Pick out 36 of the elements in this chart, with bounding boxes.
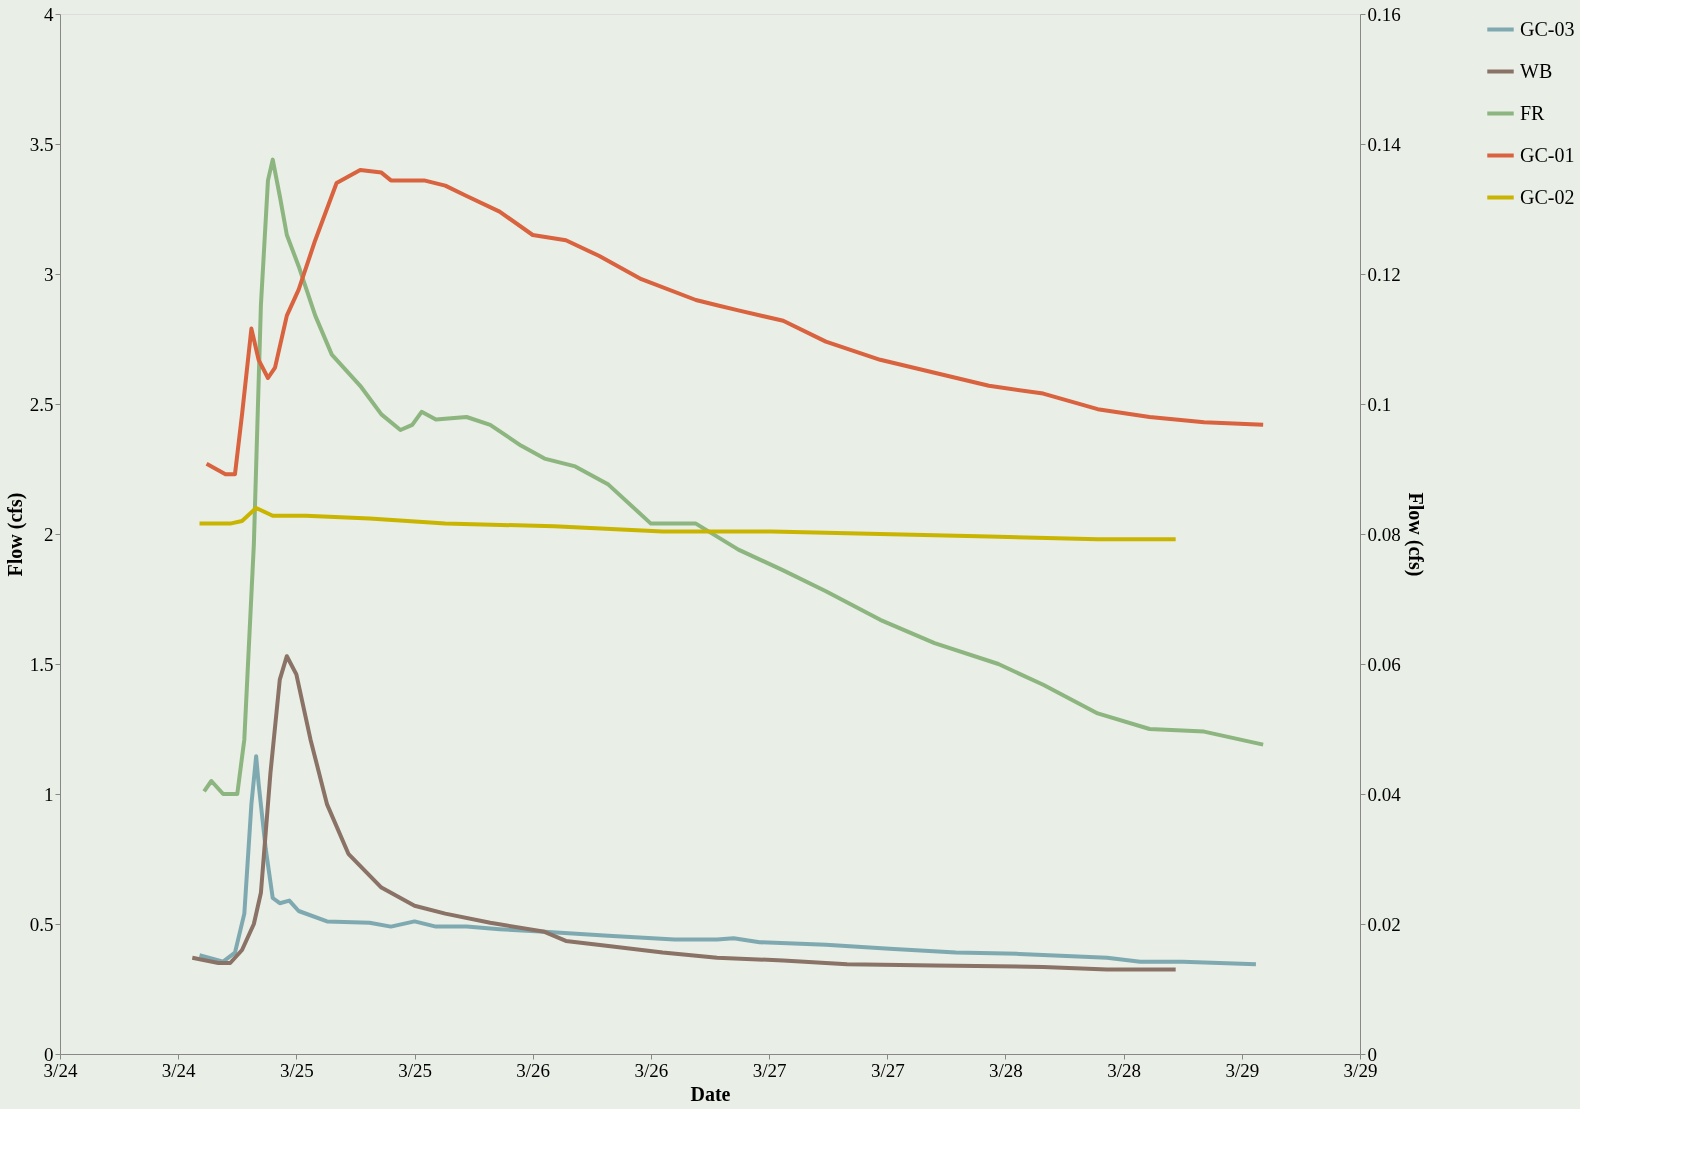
y2-tick-label: 0.16 <box>1367 3 1401 25</box>
x-tick-label: 3/26 <box>516 1059 551 1081</box>
x-tick-label: 3/28 <box>989 1059 1023 1081</box>
x-tick-label: 3/28 <box>1107 1059 1142 1081</box>
x-tick-label: 3/25 <box>398 1059 432 1081</box>
x-tick-label: 3/29 <box>1225 1059 1260 1081</box>
legend-label: GC-03 <box>1520 17 1575 40</box>
x-axis-title: Date <box>690 1082 731 1105</box>
y-tick-label: 4 <box>44 3 54 25</box>
y-tick-label: 0.5 <box>29 913 54 935</box>
y2-tick-label: 0.08 <box>1367 523 1401 545</box>
y2-axis-title: Flow (cfs) <box>1403 492 1427 577</box>
legend-label: FR <box>1520 101 1546 124</box>
y-tick-label: 2 <box>44 523 54 545</box>
y-tick-label: 2.5 <box>29 393 54 415</box>
y-tick-label: 1 <box>44 783 54 805</box>
x-tick-label: 3/27 <box>870 1059 905 1081</box>
x-tick-label: 3/26 <box>634 1059 669 1081</box>
y2-tick-label: 0.02 <box>1367 913 1401 935</box>
y-tick-label: 3.5 <box>29 133 54 155</box>
x-tick-label: 3/27 <box>752 1059 787 1081</box>
legend-label: GC-01 <box>1520 143 1575 166</box>
y-axis-title: Flow (cfs) <box>3 492 27 577</box>
y-tick-label: 3 <box>44 263 54 285</box>
legend-label: GC-02 <box>1520 185 1575 208</box>
legend-label: WB <box>1520 59 1553 82</box>
y-tick-label: 0 <box>44 1043 54 1065</box>
y2-tick-label: 0 <box>1367 1043 1377 1065</box>
x-tick-label: 3/25 <box>279 1059 314 1081</box>
y-tick-label: 1.5 <box>29 653 54 675</box>
y2-tick-label: 0.14 <box>1367 133 1402 155</box>
y2-tick-label: 0.04 <box>1367 783 1402 805</box>
y2-tick-label: 0.06 <box>1367 653 1401 675</box>
x-tick-label: 3/24 <box>161 1059 197 1081</box>
y2-tick-label: 0.1 <box>1367 393 1392 415</box>
y2-tick-label: 0.12 <box>1367 263 1401 285</box>
